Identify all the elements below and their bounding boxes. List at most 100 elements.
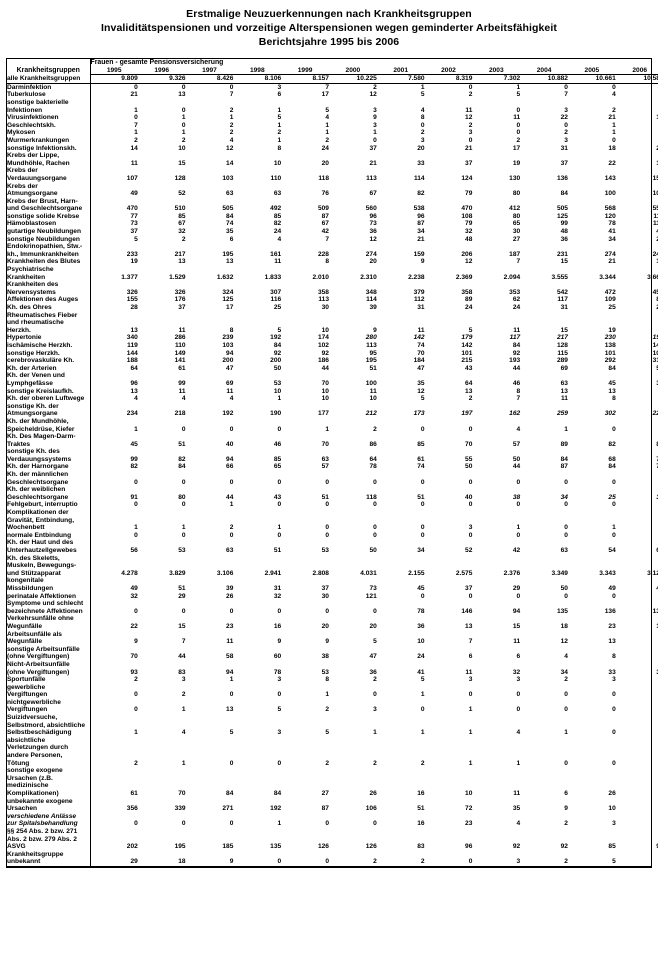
data-cell-2006: 248 [652,250,658,258]
data-cell-2000: 0 [373,501,377,509]
table-row: Krankheitsgruppe [7,850,658,859]
data-cell-2001: 47 [417,364,425,372]
data-cell-2006: 454 [652,288,658,296]
data-cell-2001: 34 [417,228,425,236]
data-cell-empty [616,646,658,654]
data-cell-2002: 2 [468,395,473,403]
data-cell-1998: 0 [277,478,282,486]
data-cell-1998: 200 [270,357,282,365]
data-cell-empty [186,281,234,289]
data-cell-2002: 0 [468,478,473,486]
table-row: sonstige solide Krebse 77 85 84 85 87 96 96 108 8… [7,212,658,221]
data-cell-empty [377,798,425,806]
data-cell-empty [329,517,377,525]
data-cell-2003: 84 [512,341,521,349]
data-cell-2006: 8 [616,790,658,798]
data-cell-2003: 50 [512,455,521,463]
data-cell-empty [568,471,616,479]
table-row: Kh. der weiblichen [7,486,658,494]
data-cell-2000: 0 [373,478,377,486]
data-cell-2004: 0 [564,524,568,532]
data-cell-empty [425,714,473,722]
data-cell-2004: 217 [556,334,568,342]
table-row: Komplikationen)6170848427261610116268 [7,790,658,798]
data-cell-2004: 50 [560,584,568,592]
data-cell-1998: 78 [273,668,282,676]
table-row: Mundhöhle, Rachen 11 15 14 10 20 21 33 37 19 37 221… [7,159,658,168]
table-row: Arbeitsunfälle als [7,630,658,639]
data-cell-empty [520,517,568,525]
data-cell-empty [425,319,473,327]
data-cell-empty [329,722,377,730]
data-cell-empty [281,836,329,844]
data-cell-empty [138,555,186,563]
data-cell-1995: 1 [134,106,138,114]
data-cell-empty [138,319,186,327]
data-cell-empty [377,631,425,639]
data-cell-2003: 187 [509,250,521,258]
data-cell-empty [520,828,568,836]
data-cell-2002: 89 [465,296,473,304]
data-cell-2002: 3 [468,676,473,684]
data-cell-empty [233,517,281,525]
data-cell-1998: 60 [273,653,282,661]
data-cell-2004: 289 [556,357,568,365]
total-cell-2001: 7.580 [376,74,425,84]
data-cell-empty [425,403,473,411]
table-row: Symptome und schlecht [7,600,658,608]
data-cell-1995: 19 [130,258,138,266]
row-label-line: und Geschlechtsorgane [7,205,91,213]
row-label-line: Komplikationen) [7,790,91,798]
data-cell-2004: 0 [564,531,568,539]
data-cell-2001: 16 [417,790,425,797]
table-row: Wegunfälle221523162020361315182318 [7,622,658,631]
data-cell-1996: 11 [178,326,186,334]
data-cell-2000: 12 [369,91,377,99]
data-cell-empty [138,813,186,821]
data-cell-empty [138,152,186,160]
data-cell-empty [377,775,425,783]
data-cell-empty [186,631,234,639]
data-cell-1999: 2 [325,759,329,767]
data-cell-1997: 103 [222,341,234,349]
data-cell-1998: 31 [273,584,282,592]
data-cell-empty [568,562,616,570]
data-cell-empty [520,851,568,859]
data-cell-empty [281,312,329,320]
data-cell-1999: 76 [321,190,329,198]
data-cell-empty [616,152,658,160]
data-cell-1995: 9 [134,638,138,646]
data-cell-empty [138,517,186,525]
row-label-line: Krankheiten des [7,281,91,289]
data-cell-empty [616,600,658,608]
data-cell-empty [281,661,329,669]
data-cell-empty [616,372,658,380]
data-cell-empty [377,152,425,160]
data-cell-2006: 8 [616,327,658,335]
data-cell-2005: 3.344 [599,273,616,281]
data-cell-empty [233,562,281,570]
data-cell-2004: 89 [560,440,568,448]
data-cell-1996: 85 [178,212,186,220]
data-cell-2000: 26 [369,790,377,797]
table-row: Kh. der Mundhöhle, [7,417,658,426]
data-cell-2003: 35 [512,805,521,813]
data-cell-2001: 82 [417,190,425,198]
data-cell-2005: 54 [608,547,616,554]
data-cell-empty [233,433,281,441]
data-cell-1996: 2 [181,691,186,699]
row-label-line: ischämische Herzkh. [7,341,91,350]
data-cell-2006: 227 [652,410,658,418]
table-row: cerebrovaskuläre Kh. 188 141 200 200 186 195 18… [7,357,658,365]
data-cell-2002: 6 [468,653,473,661]
data-cell-1999: 0 [325,858,329,866]
data-cell-2003: 30 [512,228,521,236]
data-cell-2004: 11 [560,395,568,403]
data-cell-empty [138,167,186,175]
data-cell-1998: 0 [277,607,282,615]
table-row: zur Spitalsbehandlung00010016234233 [7,820,658,828]
data-cell-1997: 94 [226,668,234,676]
data-cell-2000: 195 [365,357,377,365]
data-cell-empty [138,631,186,639]
data-cell-empty [186,183,234,191]
